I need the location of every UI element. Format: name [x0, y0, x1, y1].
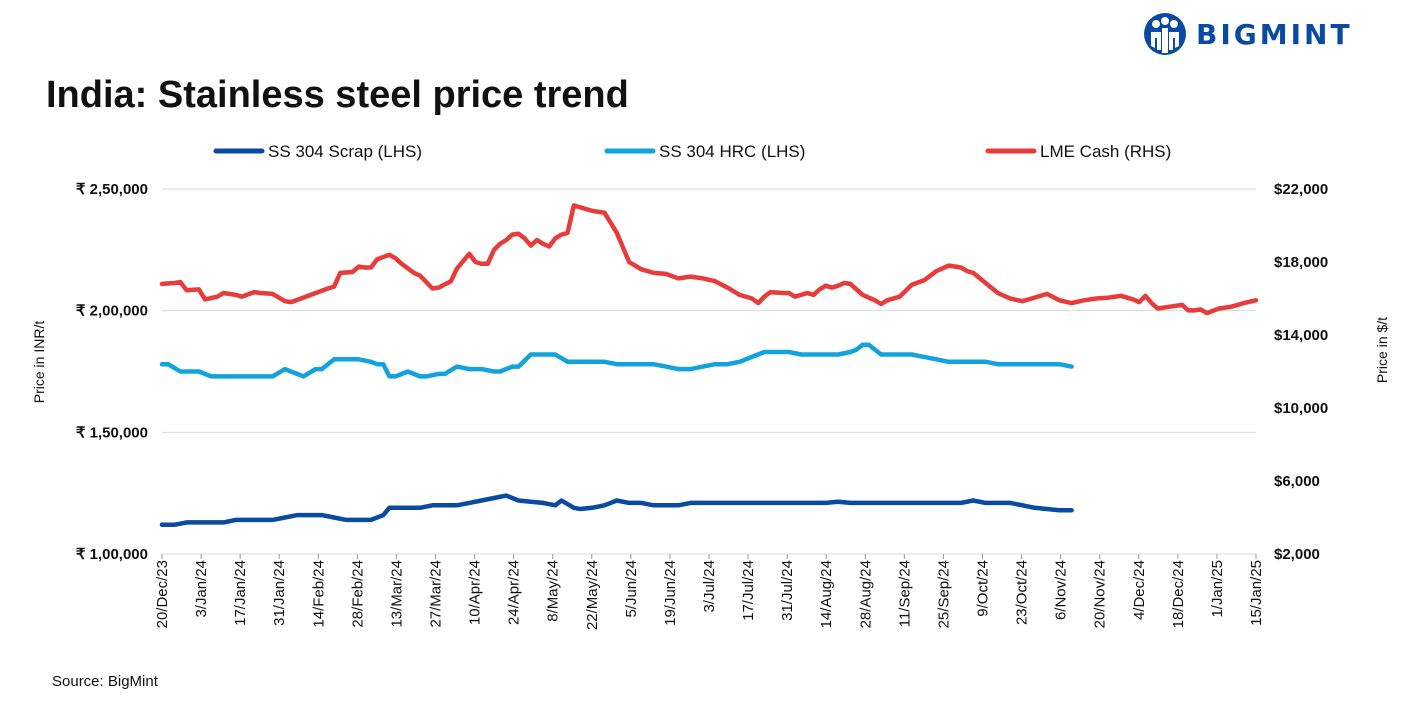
x-tick-label: 5/Jun/24	[623, 560, 640, 618]
right-tick-label: $6,000	[1274, 473, 1320, 490]
left-axis-title: Price in INR/t	[31, 321, 47, 404]
x-tick-label: 3/Jan/24	[193, 560, 210, 618]
x-tick-label: 14/Aug/24	[818, 560, 835, 628]
left-tick-label: ₹ 1,00,000	[76, 546, 148, 563]
x-tick-label: 28/Feb/24	[349, 560, 366, 628]
x-tick-label: 19/Jun/24	[662, 560, 679, 626]
right-tick-label: $2,000	[1274, 546, 1320, 563]
chart-title: India: Stainless steel price trend	[46, 74, 629, 116]
bigmint-logo: BIGMINT	[1142, 10, 1353, 58]
x-tick-label: 10/Apr/24	[467, 560, 484, 625]
left-tick-label: ₹ 2,00,000	[76, 303, 148, 320]
x-tick-label: 17/Jul/24	[740, 560, 757, 621]
x-tick-label: 1/Jan/25	[1209, 560, 1226, 618]
x-tick-label: 20/Dec/23	[154, 560, 171, 628]
x-tick-label: 13/Mar/24	[388, 560, 405, 628]
x-tick-label: 27/Mar/24	[428, 560, 445, 628]
bigmint-logo-icon	[1144, 13, 1186, 55]
bigmint-logo-text: BIGMINT	[1196, 17, 1353, 51]
x-tick-label: 18/Dec/24	[1170, 560, 1187, 628]
series-line-2	[159, 342, 1074, 379]
x-tick-label: 6/Nov/24	[1053, 560, 1070, 620]
x-tick-label: 15/Jan/25	[1248, 560, 1265, 626]
left-tick-label: ₹ 2,50,000	[76, 181, 148, 198]
series-line-3	[159, 203, 1259, 316]
x-tick-label: 8/May/24	[545, 560, 562, 622]
right-tick-label: $22,000	[1274, 181, 1328, 198]
x-tick-label: 28/Aug/24	[857, 560, 874, 628]
legend-label-3: LME Cash (RHS)	[1040, 142, 1171, 161]
x-tick-label: 4/Dec/24	[1131, 560, 1148, 620]
left-tick-label: ₹ 1,50,000	[76, 424, 148, 441]
x-tick-label: 23/Oct/24	[1014, 560, 1031, 625]
x-tick-label: 14/Feb/24	[310, 560, 327, 628]
x-tick-label: 11/Sep/24	[896, 560, 913, 627]
x-tick-label: 31/Jul/24	[779, 560, 796, 621]
right-tick-label: $18,000	[1274, 254, 1328, 271]
x-tick-label: 22/May/24	[584, 560, 601, 630]
legend-label-2: SS 304 HRC (LHS)	[659, 142, 805, 161]
x-tick-label: 24/Apr/24	[506, 560, 523, 625]
x-tick-label: 31/Jan/24	[271, 560, 288, 626]
legend-label-1: SS 304 Scrap (LHS)	[268, 142, 422, 161]
x-tick-label: 20/Nov/24	[1092, 560, 1109, 628]
right-tick-label: $14,000	[1274, 327, 1328, 344]
x-tick-label: 3/Jul/24	[701, 560, 718, 613]
right-axis-title: Price in $/t	[1374, 317, 1390, 383]
x-tick-label: 25/Sep/24	[935, 560, 952, 628]
source-note: Source: BigMint	[52, 673, 158, 690]
x-tick-label: 9/Oct/24	[975, 560, 992, 617]
right-tick-label: $10,000	[1274, 400, 1328, 417]
series-line-1	[159, 493, 1074, 528]
x-tick-label: 17/Jan/24	[232, 560, 249, 626]
